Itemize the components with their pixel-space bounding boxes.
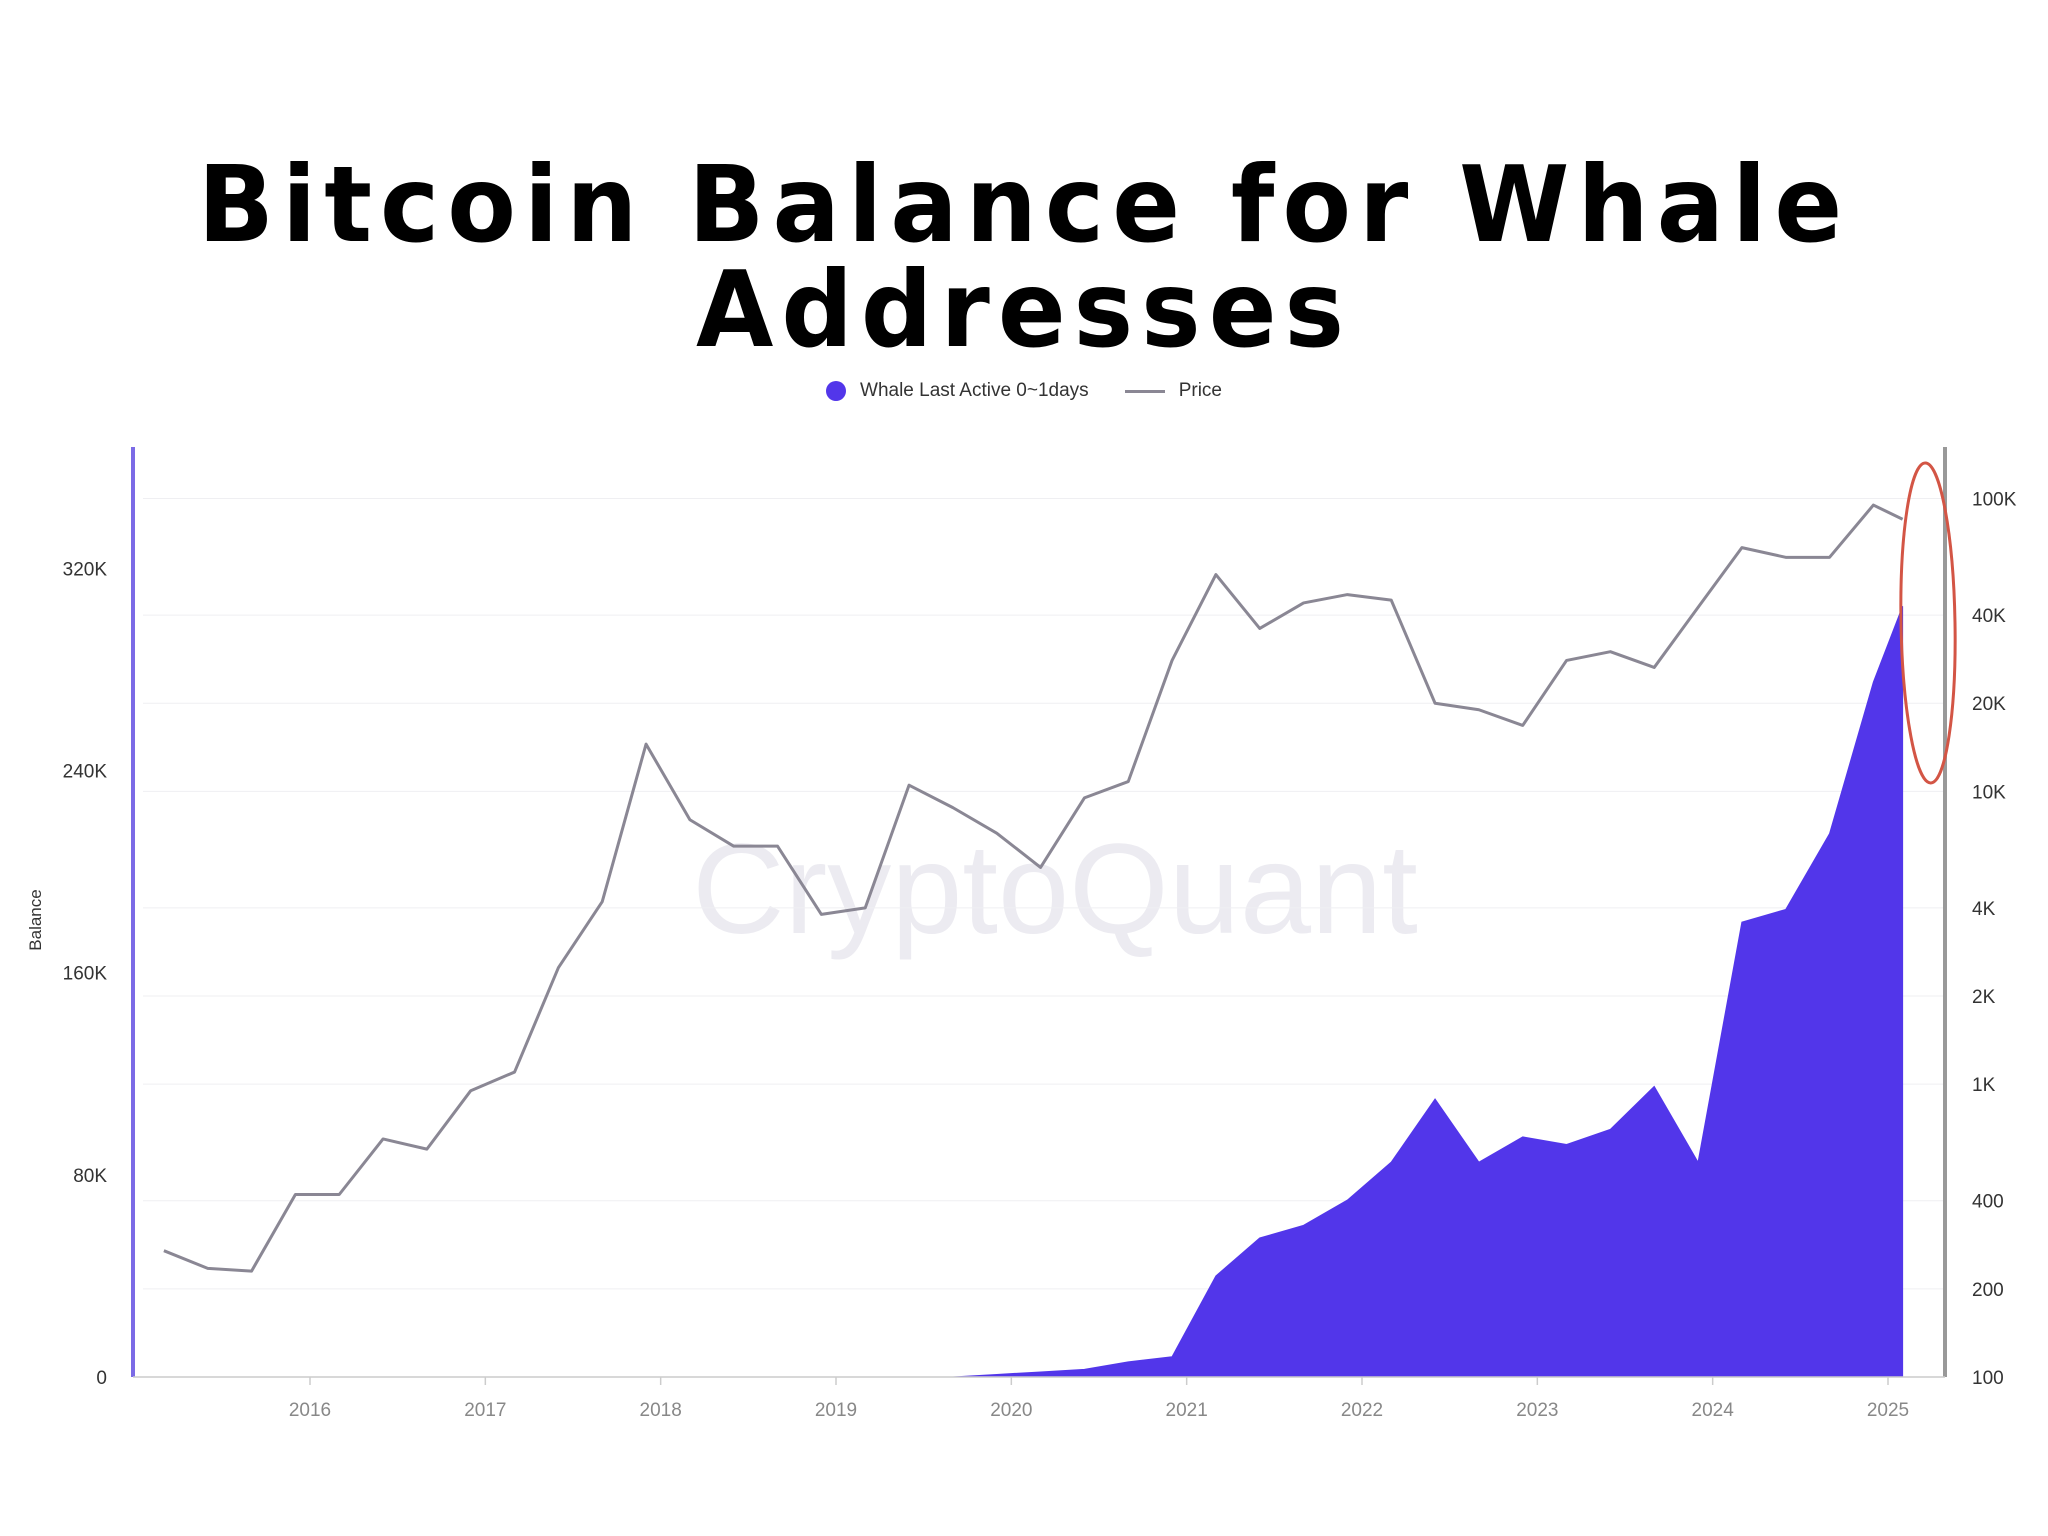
x-axis-tick-label: 2019 (815, 1400, 857, 1421)
right-axis-tick-label: 1K (1972, 1075, 1996, 1096)
legend-item-price[interactable]: Price (1124, 380, 1222, 402)
left-axis-tick-label: 0 (96, 1368, 107, 1389)
left-axis-tick-label: 80K (73, 1166, 107, 1187)
right-axis-tick-label: 10K (1972, 782, 2006, 803)
x-axis-tick-label: 2022 (1341, 1400, 1383, 1421)
right-axis-tick-label: 20K (1972, 694, 2006, 715)
right-axis-tick-label: 400 (1972, 1192, 2004, 1213)
x-axis-tick-label: 2024 (1692, 1400, 1735, 1421)
x-axis-tick-label: 2023 (1516, 1400, 1558, 1421)
right-axis-tick-label: 100 (1972, 1368, 2004, 1389)
left-axis-tick-label: 160K (63, 964, 108, 985)
left-axis-tick-label: 240K (63, 761, 108, 782)
chart-title: Bitcoin Balance for Whale Addresses (197, 143, 1851, 372)
right-axis-tick-label: 200 (1972, 1280, 2004, 1301)
right-axis-tick-label: 100K (1972, 490, 2017, 511)
left-axis-tick-label: 320K (63, 559, 108, 580)
x-axis-tick-label: 2017 (464, 1400, 506, 1421)
axes-group: 100 200 400 1K 2K 4K 10K 20K 40K 100K 0 80K 160K 240K… (63, 447, 2017, 1421)
price-line-group (163, 503, 1904, 1273)
legend: Whale Last Active 0~1days Price (0, 376, 2048, 406)
x-axis-tick-label: 2020 (990, 1400, 1032, 1421)
legend-item-balance[interactable]: Whale Last Active 0~1days (826, 380, 1089, 402)
right-axis-tick-label: 40K (1972, 606, 2006, 627)
x-axis-tick-label: 2016 (289, 1400, 331, 1421)
x-axis-tick-label: 2025 (1867, 1400, 1909, 1421)
price-line (163, 503, 1904, 1273)
legend-dot-icon (826, 381, 847, 401)
legend-label-price: Price (1178, 380, 1222, 401)
balance-area-group (163, 606, 1904, 1378)
right-axis-tick-label: 4K (1972, 899, 1996, 920)
right-axis-tick-label: 2K (1972, 987, 1996, 1008)
x-axis-tick-label: 2021 (1166, 1400, 1208, 1421)
y-axis-title: Balance (26, 889, 45, 950)
x-axis-tick-label: 2018 (640, 1400, 682, 1421)
legend-label-balance: Whale Last Active 0~1days (860, 380, 1089, 401)
balance-area (163, 606, 1904, 1378)
highlight-ellipse (1899, 461, 1957, 785)
legend-line-icon (1124, 389, 1165, 393)
watermark: CryptoQuant (692, 818, 1418, 961)
